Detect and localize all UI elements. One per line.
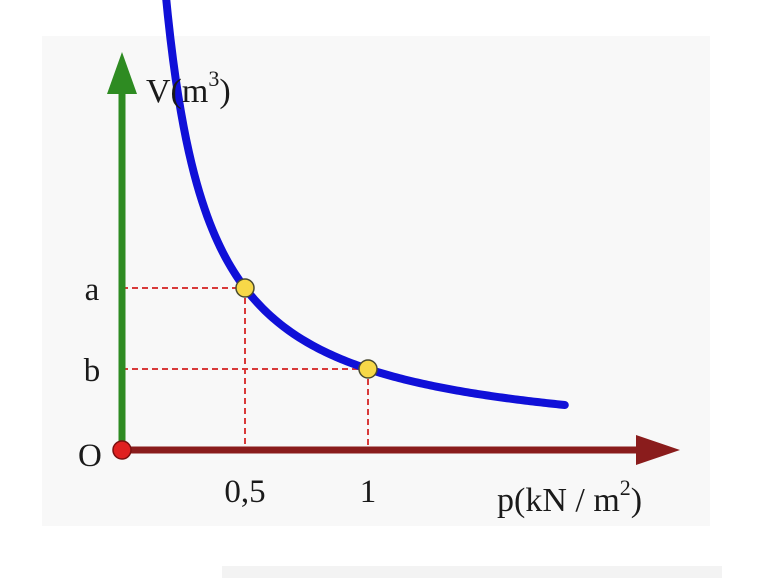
data-point-0 bbox=[235, 278, 255, 298]
y-axis-label: V(m3) bbox=[146, 66, 231, 110]
y-tick-label-1: b bbox=[84, 353, 101, 389]
chart-labels: O V(m3) p(kN / m2) 0,5 1 ab bbox=[78, 66, 642, 519]
y-tick-label-0: a bbox=[85, 272, 100, 308]
curve-line bbox=[162, 0, 569, 409]
guide-lines bbox=[122, 287, 369, 450]
y-axis-label-close: ) bbox=[219, 73, 230, 110]
y-axis-label-base: V(m bbox=[146, 73, 208, 110]
data-point-1 bbox=[358, 359, 378, 379]
origin-label: O bbox=[78, 438, 102, 474]
x-tick-label-0: 0,5 bbox=[224, 474, 265, 510]
x-axis-label-base: p(kN / m bbox=[497, 482, 620, 519]
x-axis-label-close: ) bbox=[631, 482, 642, 519]
origin-point bbox=[112, 440, 132, 460]
y-tick-labels: ab bbox=[84, 272, 101, 389]
curve-layer bbox=[162, 0, 569, 409]
x-axis-label-exp: 2 bbox=[620, 475, 631, 500]
y-axis-arrow bbox=[107, 52, 137, 94]
x-tick-labels: 0,5 1 bbox=[224, 474, 376, 510]
x-axis-label: p(kN / m2) bbox=[497, 475, 642, 519]
axes bbox=[107, 52, 680, 465]
x-tick-label-1: 1 bbox=[360, 474, 377, 510]
bottom-strip bbox=[222, 566, 722, 578]
y-axis-label-exp: 3 bbox=[208, 66, 219, 91]
x-axis-arrow bbox=[636, 435, 680, 465]
chart-panel bbox=[42, 36, 710, 526]
point-markers bbox=[235, 278, 378, 379]
